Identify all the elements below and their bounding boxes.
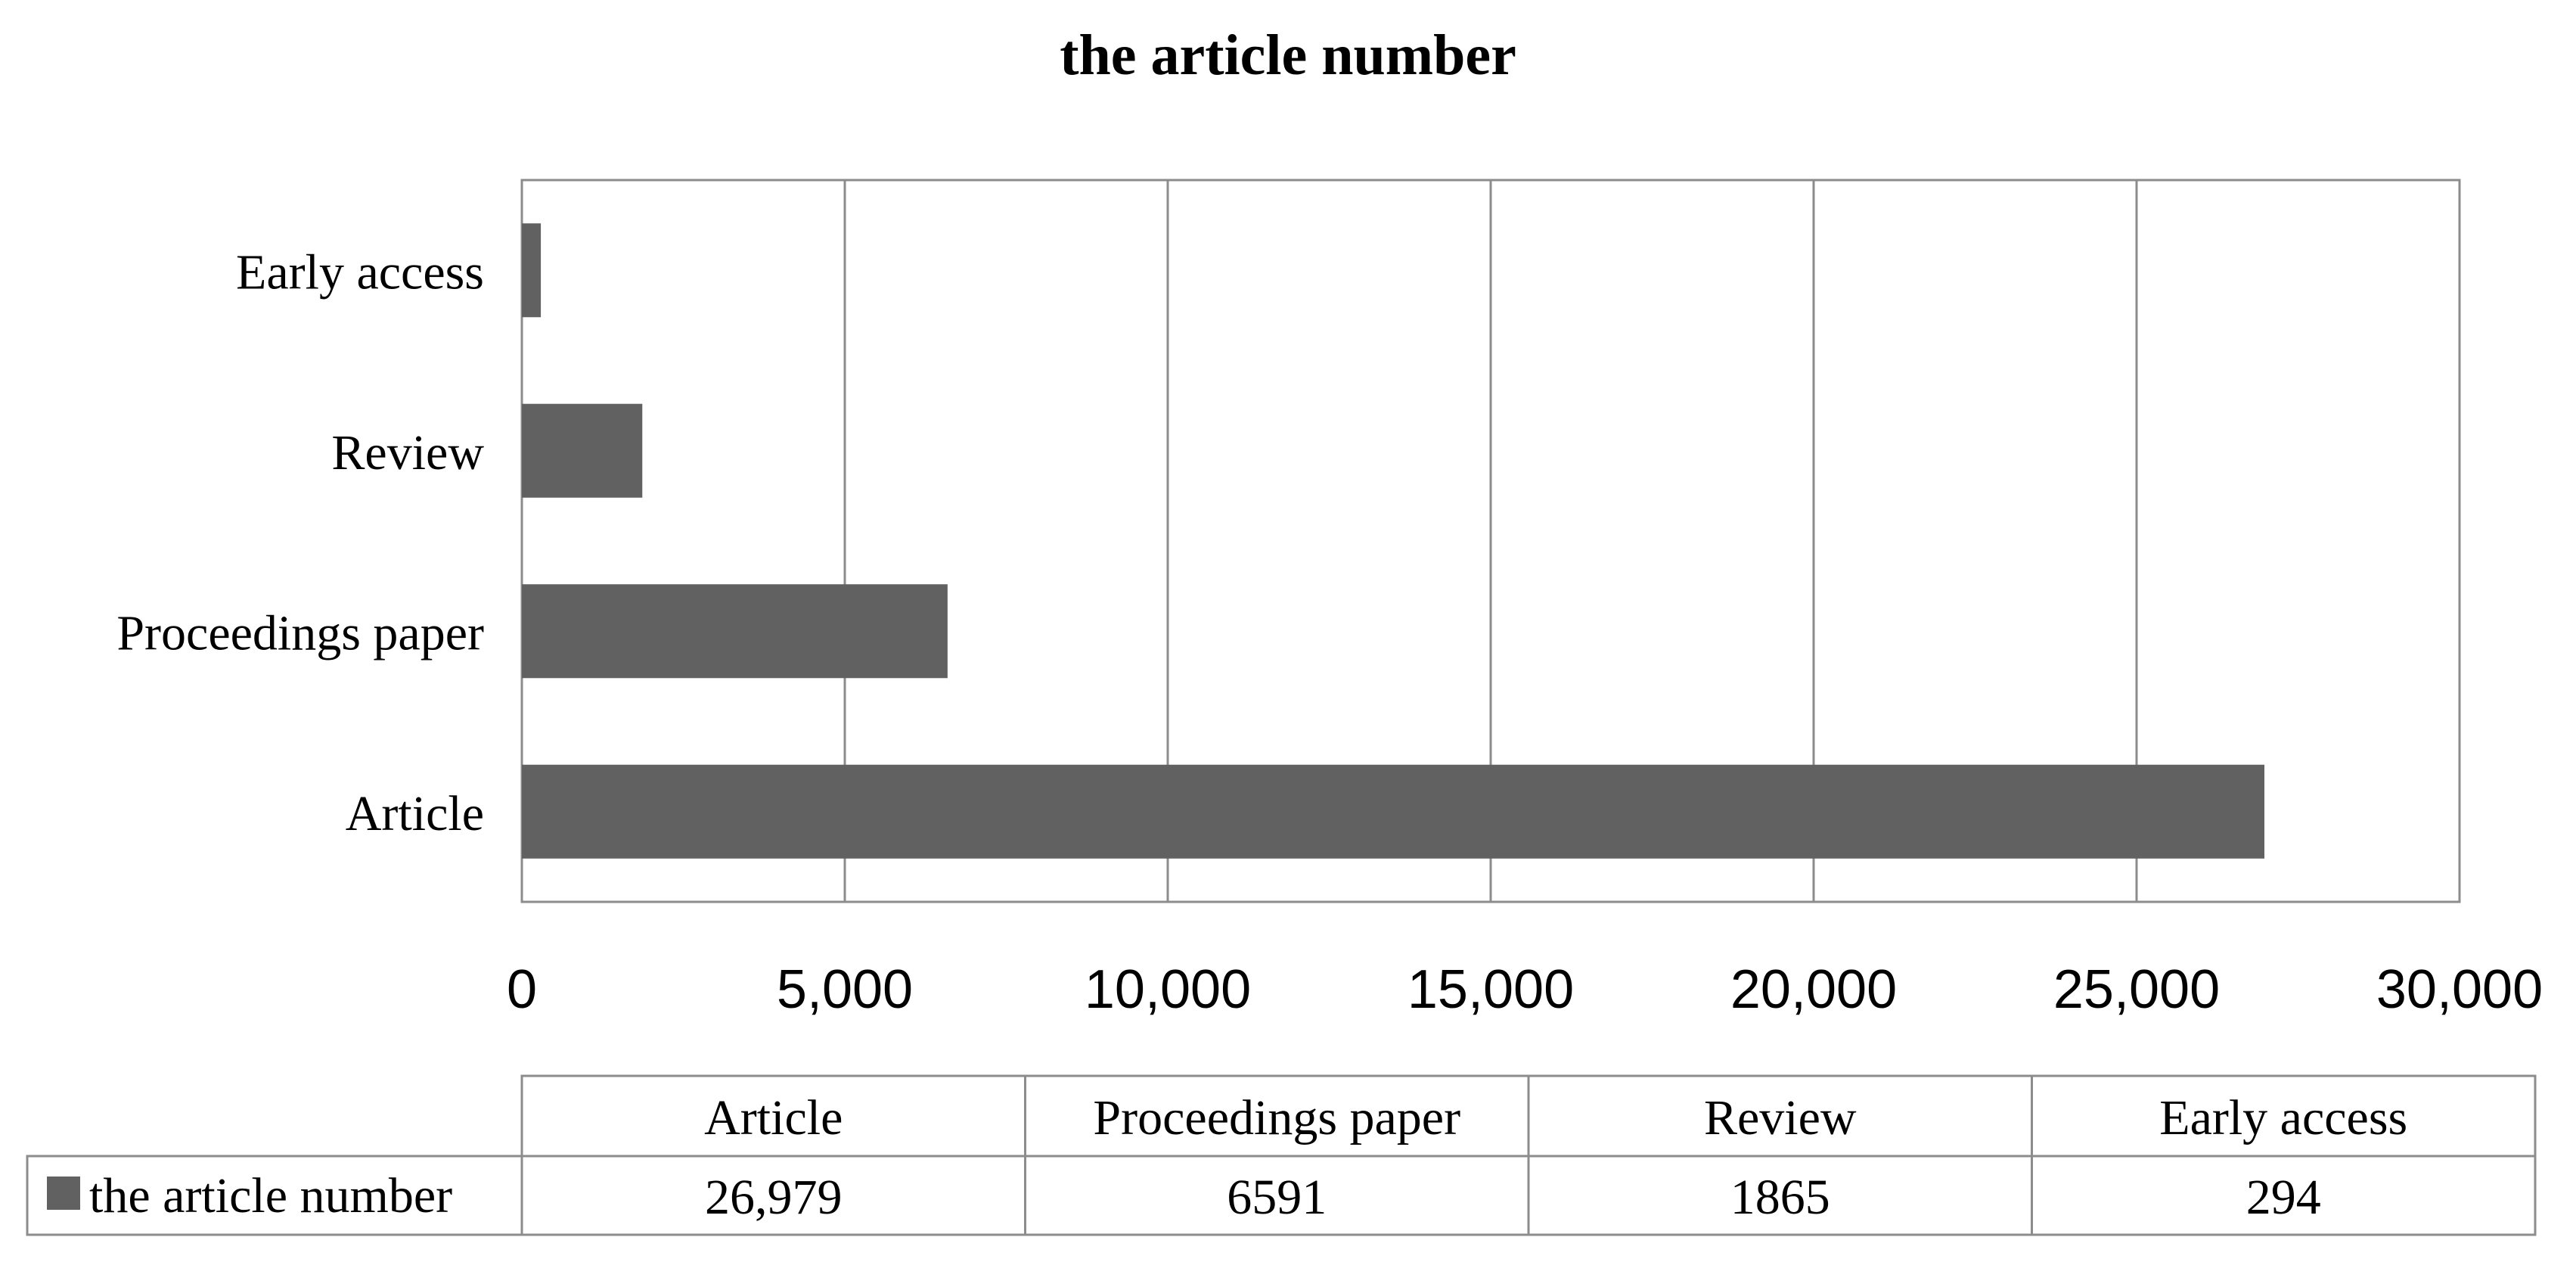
y-category-label: Proceedings paper <box>116 605 484 661</box>
table-header-cell: Article <box>704 1090 843 1145</box>
table-value-cell: 1865 <box>1730 1170 1830 1225</box>
y-category-label: Review <box>331 425 484 480</box>
bar <box>522 403 643 498</box>
table-value-cell: 26,979 <box>705 1170 843 1225</box>
legend-label: the article number <box>89 1168 452 1223</box>
y-category-label: Article <box>346 786 484 841</box>
table-header-cell: Proceedings paper <box>1093 1090 1460 1145</box>
x-tick-label: 30,000 <box>2376 959 2543 1020</box>
bar <box>522 584 948 679</box>
x-tick-label: 0 <box>507 959 537 1020</box>
table-value-cell: 6591 <box>1227 1170 1327 1225</box>
bar <box>522 223 542 318</box>
data-table: Article 26,979 Proceedings paper 6591 Review… <box>26 1074 2537 1236</box>
x-tick-label: 5,000 <box>777 959 913 1020</box>
y-category-label: Early access <box>236 244 484 300</box>
bar <box>522 764 2265 859</box>
table-data-row <box>26 1155 2537 1236</box>
x-tick-label: 20,000 <box>1730 959 1897 1020</box>
x-tick-label: 10,000 <box>1085 959 1251 1020</box>
table-header-cell: Review <box>1704 1090 1857 1145</box>
table-value-cell: 294 <box>2246 1170 2321 1225</box>
table-header-cell: Early access <box>2159 1090 2407 1145</box>
legend-swatch <box>47 1177 80 1210</box>
x-tick-label: 25,000 <box>2053 959 2220 1020</box>
plot-area: 0 5,000 10,000 15,000 20,000 25,000 30,000 Arti… <box>116 179 2543 1020</box>
chart-title: the article number <box>1060 23 1516 87</box>
x-tick-label: 15,000 <box>1407 959 1574 1020</box>
